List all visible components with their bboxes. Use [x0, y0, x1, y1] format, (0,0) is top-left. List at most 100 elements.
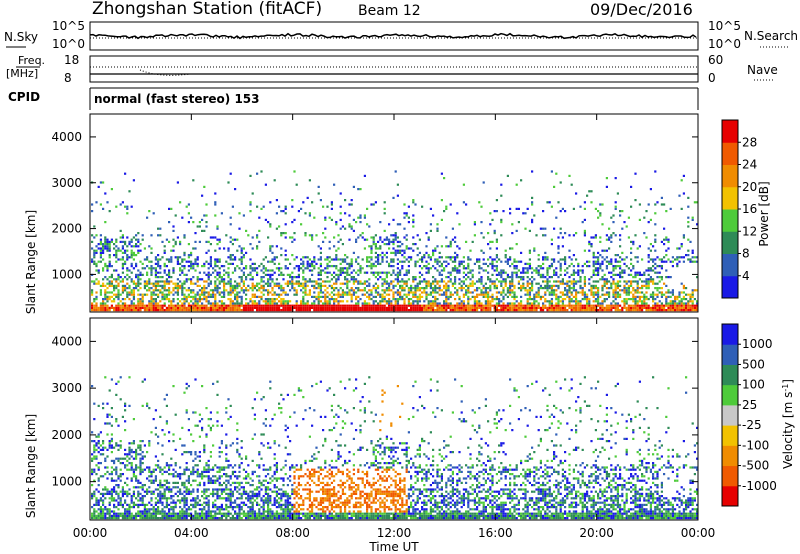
power-cell: [451, 306, 454, 309]
velocity-cell: [102, 503, 105, 506]
power-cell: [234, 295, 237, 298]
power-cell: [231, 243, 234, 246]
power-cell: [495, 298, 498, 301]
power-cell: [597, 302, 600, 305]
power-cell: [513, 295, 516, 298]
power-cell: [570, 287, 573, 290]
power-cell: [214, 214, 217, 217]
power-cell: [674, 304, 677, 307]
power-cell: [229, 236, 232, 239]
power-cell: [647, 304, 650, 307]
velocity-cell: [115, 470, 118, 473]
power-cell: [524, 212, 527, 215]
power-cell: [121, 258, 124, 261]
power-cell: [185, 278, 188, 281]
power-cell: [625, 289, 628, 292]
power-colorbar-tick-label: 28: [742, 135, 757, 149]
power-cell: [335, 267, 338, 270]
power-cell: [220, 212, 223, 215]
power-cell: [326, 271, 329, 274]
power-cell: [251, 269, 254, 272]
power-cell: [143, 284, 146, 287]
power-cell: [432, 265, 435, 268]
power-cell: [394, 300, 397, 303]
power-cell: [229, 306, 232, 309]
power-cell: [537, 295, 540, 298]
power-cell: [443, 280, 446, 283]
power-cell: [438, 304, 441, 307]
velocity-cell: [159, 470, 162, 473]
power-cell: [390, 280, 393, 283]
power-cell: [634, 276, 637, 279]
power-cell: [480, 232, 483, 235]
power-cell: [128, 284, 131, 287]
power-cell: [597, 267, 600, 270]
power-cell: [612, 289, 615, 292]
power-cell: [383, 298, 386, 301]
power-cell: [212, 293, 215, 296]
power-cell: [652, 280, 655, 283]
power-cell: [245, 276, 248, 279]
power-cell: [605, 287, 608, 290]
power-cell: [660, 287, 663, 290]
power-cell: [339, 300, 342, 303]
power-cell: [284, 304, 287, 307]
power-cell: [249, 306, 252, 309]
power-cell: [293, 170, 296, 173]
power-cell: [152, 306, 155, 309]
power-cell: [234, 267, 237, 270]
power-cell: [311, 306, 314, 309]
power-cell: [282, 210, 285, 213]
velocity-cell: [135, 468, 138, 471]
power-cell: [553, 293, 556, 296]
power-cell: [456, 212, 459, 215]
power-cell: [245, 309, 248, 312]
power-cell: [614, 284, 617, 287]
power-cell: [438, 265, 441, 268]
power-cell: [410, 287, 413, 290]
power-cell: [592, 291, 595, 294]
power-cell: [262, 284, 265, 287]
power-cell: [533, 309, 536, 312]
power-cell: [445, 287, 448, 290]
power-cell: [588, 243, 591, 246]
velocity-cell: [121, 495, 124, 498]
power-cell: [412, 243, 415, 246]
power-cell: [403, 251, 406, 254]
power-cell: [216, 227, 219, 230]
power-cell: [550, 284, 553, 287]
power-cell: [227, 282, 230, 285]
power-cell: [625, 309, 628, 312]
power-cell: [240, 300, 243, 303]
power-cell: [447, 280, 450, 283]
power-cell: [370, 289, 373, 292]
power-cell: [658, 287, 661, 290]
velocity-cell: [102, 442, 105, 445]
velocity-cell: [157, 459, 160, 462]
power-cell: [104, 245, 107, 248]
power-cell: [240, 269, 243, 272]
power-cell: [502, 289, 505, 292]
power-cell: [680, 306, 683, 309]
power-cell: [394, 278, 397, 281]
nave-label: Nave: [747, 63, 778, 77]
power-cell: [214, 298, 217, 301]
power-cell: [456, 267, 459, 270]
power-cell: [687, 309, 690, 312]
power-cell: [256, 205, 259, 208]
power-cell: [407, 304, 410, 307]
power-cell: [445, 207, 448, 210]
power-cell: [471, 291, 474, 294]
power-cell: [104, 192, 107, 195]
power-cell: [427, 302, 430, 305]
power-cell: [478, 267, 481, 270]
velocity-cell: [113, 514, 116, 517]
power-cell: [495, 256, 498, 259]
power-cell: [190, 304, 193, 307]
power-cell: [374, 260, 377, 263]
power-cell: [102, 284, 105, 287]
power-cell: [267, 284, 270, 287]
power-cell: [209, 262, 212, 265]
power-cell: [377, 273, 380, 276]
power-cell: [324, 280, 327, 283]
